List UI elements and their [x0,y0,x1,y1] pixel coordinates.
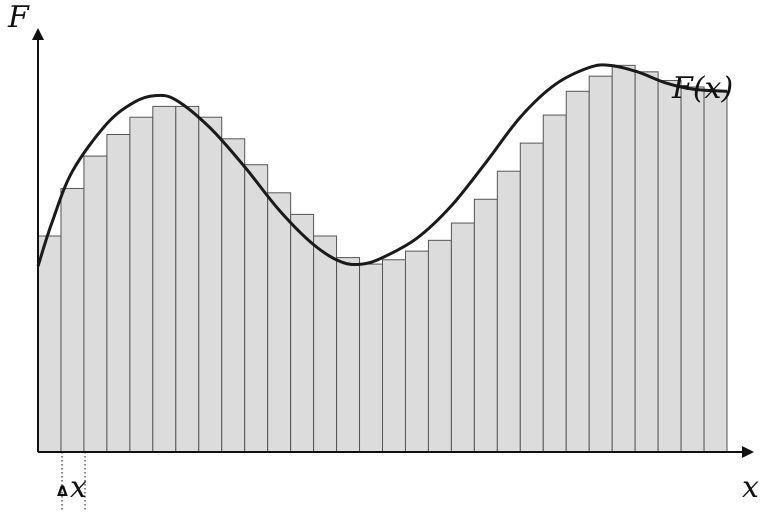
riemann-bar [336,257,361,453]
riemann-bar [427,239,452,453]
riemann-bar [37,235,62,453]
y-axis-label: F [7,0,30,35]
riemann-bar [680,86,705,453]
riemann-bars [37,64,728,453]
riemann-bar [175,105,200,453]
curve-label: F(x) [671,71,733,106]
riemann-bar [496,170,521,453]
riemann-bar [588,75,613,453]
riemann-bar [359,263,383,453]
riemann-bar [657,79,682,453]
riemann-bar [382,259,406,453]
riemann-bar [83,155,108,453]
riemann-bar [60,187,85,453]
riemann-bar [634,71,659,453]
riemann-bar [450,222,475,453]
riemann-bar [542,114,567,453]
function-curve [36,63,728,267]
riemann-bar [106,133,131,453]
riemann-bar [198,116,223,453]
riemann-bar [152,105,177,453]
x-axis-label: x [742,470,759,505]
riemann-bar [267,192,292,453]
riemann-bar [565,90,590,453]
riemann-bar [129,116,154,453]
riemann-bar [290,213,315,453]
riemann-bar [404,250,429,453]
riemann-bar [519,142,544,453]
riemann-bar [703,90,728,453]
riemann-bar [313,235,338,453]
riemann-bar [244,164,269,453]
delta-symbol: Δ [57,484,68,500]
riemann-bar [473,198,498,453]
delta-x-variable: x [70,470,87,505]
riemann-bar [221,138,246,453]
riemann-bar [611,64,636,453]
